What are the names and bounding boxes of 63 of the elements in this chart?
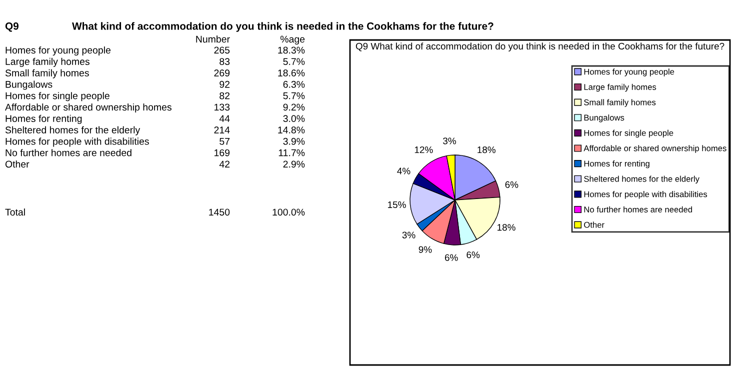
data-label: 57 <box>220 138 230 145</box>
data-label: 6% <box>505 181 518 188</box>
data-label: 18.6% <box>278 70 305 76</box>
data-label: 14.8% <box>278 126 305 134</box>
data-label: 100.0% <box>272 208 305 216</box>
data-label: 2.9% <box>283 160 305 168</box>
legend-label: Affordable or shared ownership homes <box>584 145 726 153</box>
category-label: Bungalows <box>6 80 52 90</box>
category-label: Other <box>5 160 30 168</box>
category-label: Homes for single people <box>6 92 110 102</box>
legend-label: Homes for young people <box>584 68 674 76</box>
text: Q9 <box>5 22 19 32</box>
data-label: 18% <box>498 224 516 231</box>
legend-label: Small family homes <box>584 99 656 107</box>
data-label: 11.7% <box>278 149 305 156</box>
data-label: 82 <box>220 92 230 100</box>
category-label: Total <box>5 208 25 216</box>
data-label: 83 <box>220 58 230 66</box>
data-label: 1450 <box>209 208 230 216</box>
text: Number <box>196 35 230 43</box>
data-label: 214 <box>214 126 230 134</box>
chart-title: Q9 What kind of accommodation do you think is needed in the Cookhams for the future? <box>356 42 724 52</box>
data-label: 12% <box>414 146 433 154</box>
data-label: 18.3% <box>278 46 305 54</box>
data-label: 9% <box>418 246 432 253</box>
data-label: 44 <box>219 115 230 122</box>
data-label: 9.2% <box>283 104 305 111</box>
data-label: 15% <box>388 201 406 208</box>
data-label: 5.7% <box>283 58 305 66</box>
data-label: 3% <box>443 138 456 144</box>
text: What kind of accommodation do you think is needed in the Cookhams for the future? <box>72 22 494 32</box>
data-label: 6.3% <box>283 80 305 88</box>
text: %age <box>280 36 305 45</box>
category-label: No further homes are needed <box>6 149 132 156</box>
data-label: 6% <box>466 251 480 258</box>
data-label: 3.9% <box>283 138 305 145</box>
legend-label: No further homes are needed <box>584 206 692 212</box>
data-label: 269 <box>214 70 230 76</box>
category-label: Small family homes <box>5 69 89 78</box>
legend-label: Homes for people with disabilities <box>584 191 708 199</box>
data-label: 3.0% <box>283 115 305 122</box>
data-label: 92 <box>220 80 230 88</box>
category-label: Sheltered homes for the elderly <box>5 126 140 136</box>
data-label: 42 <box>219 160 230 168</box>
legend-label: Homes for single people <box>584 130 674 138</box>
data-label: 5.7% <box>283 92 305 100</box>
data-label: 18% <box>478 146 496 154</box>
category-label: Affordable or shared ownership homes <box>5 103 172 113</box>
legend-label: Sheltered homes for the elderly <box>584 176 700 184</box>
data-label: 169 <box>214 149 230 156</box>
data-label: 3% <box>402 232 416 238</box>
category-label: Homes for renting <box>6 114 82 124</box>
category-label: Large family homes <box>6 58 90 67</box>
legend-label: Bungalows <box>584 114 624 122</box>
data-label: 133 <box>214 104 230 111</box>
data-label: 6% <box>444 254 458 261</box>
legend-label: Other <box>584 222 604 228</box>
category-label: Homes for people with disabilities <box>6 138 149 147</box>
legend-label: Large family homes <box>584 84 656 92</box>
category-label: Homes for young people <box>6 46 110 56</box>
legend-label: Homes for renting <box>584 160 650 168</box>
data-label: 4% <box>397 168 410 174</box>
data-label: 265 <box>214 46 230 54</box>
